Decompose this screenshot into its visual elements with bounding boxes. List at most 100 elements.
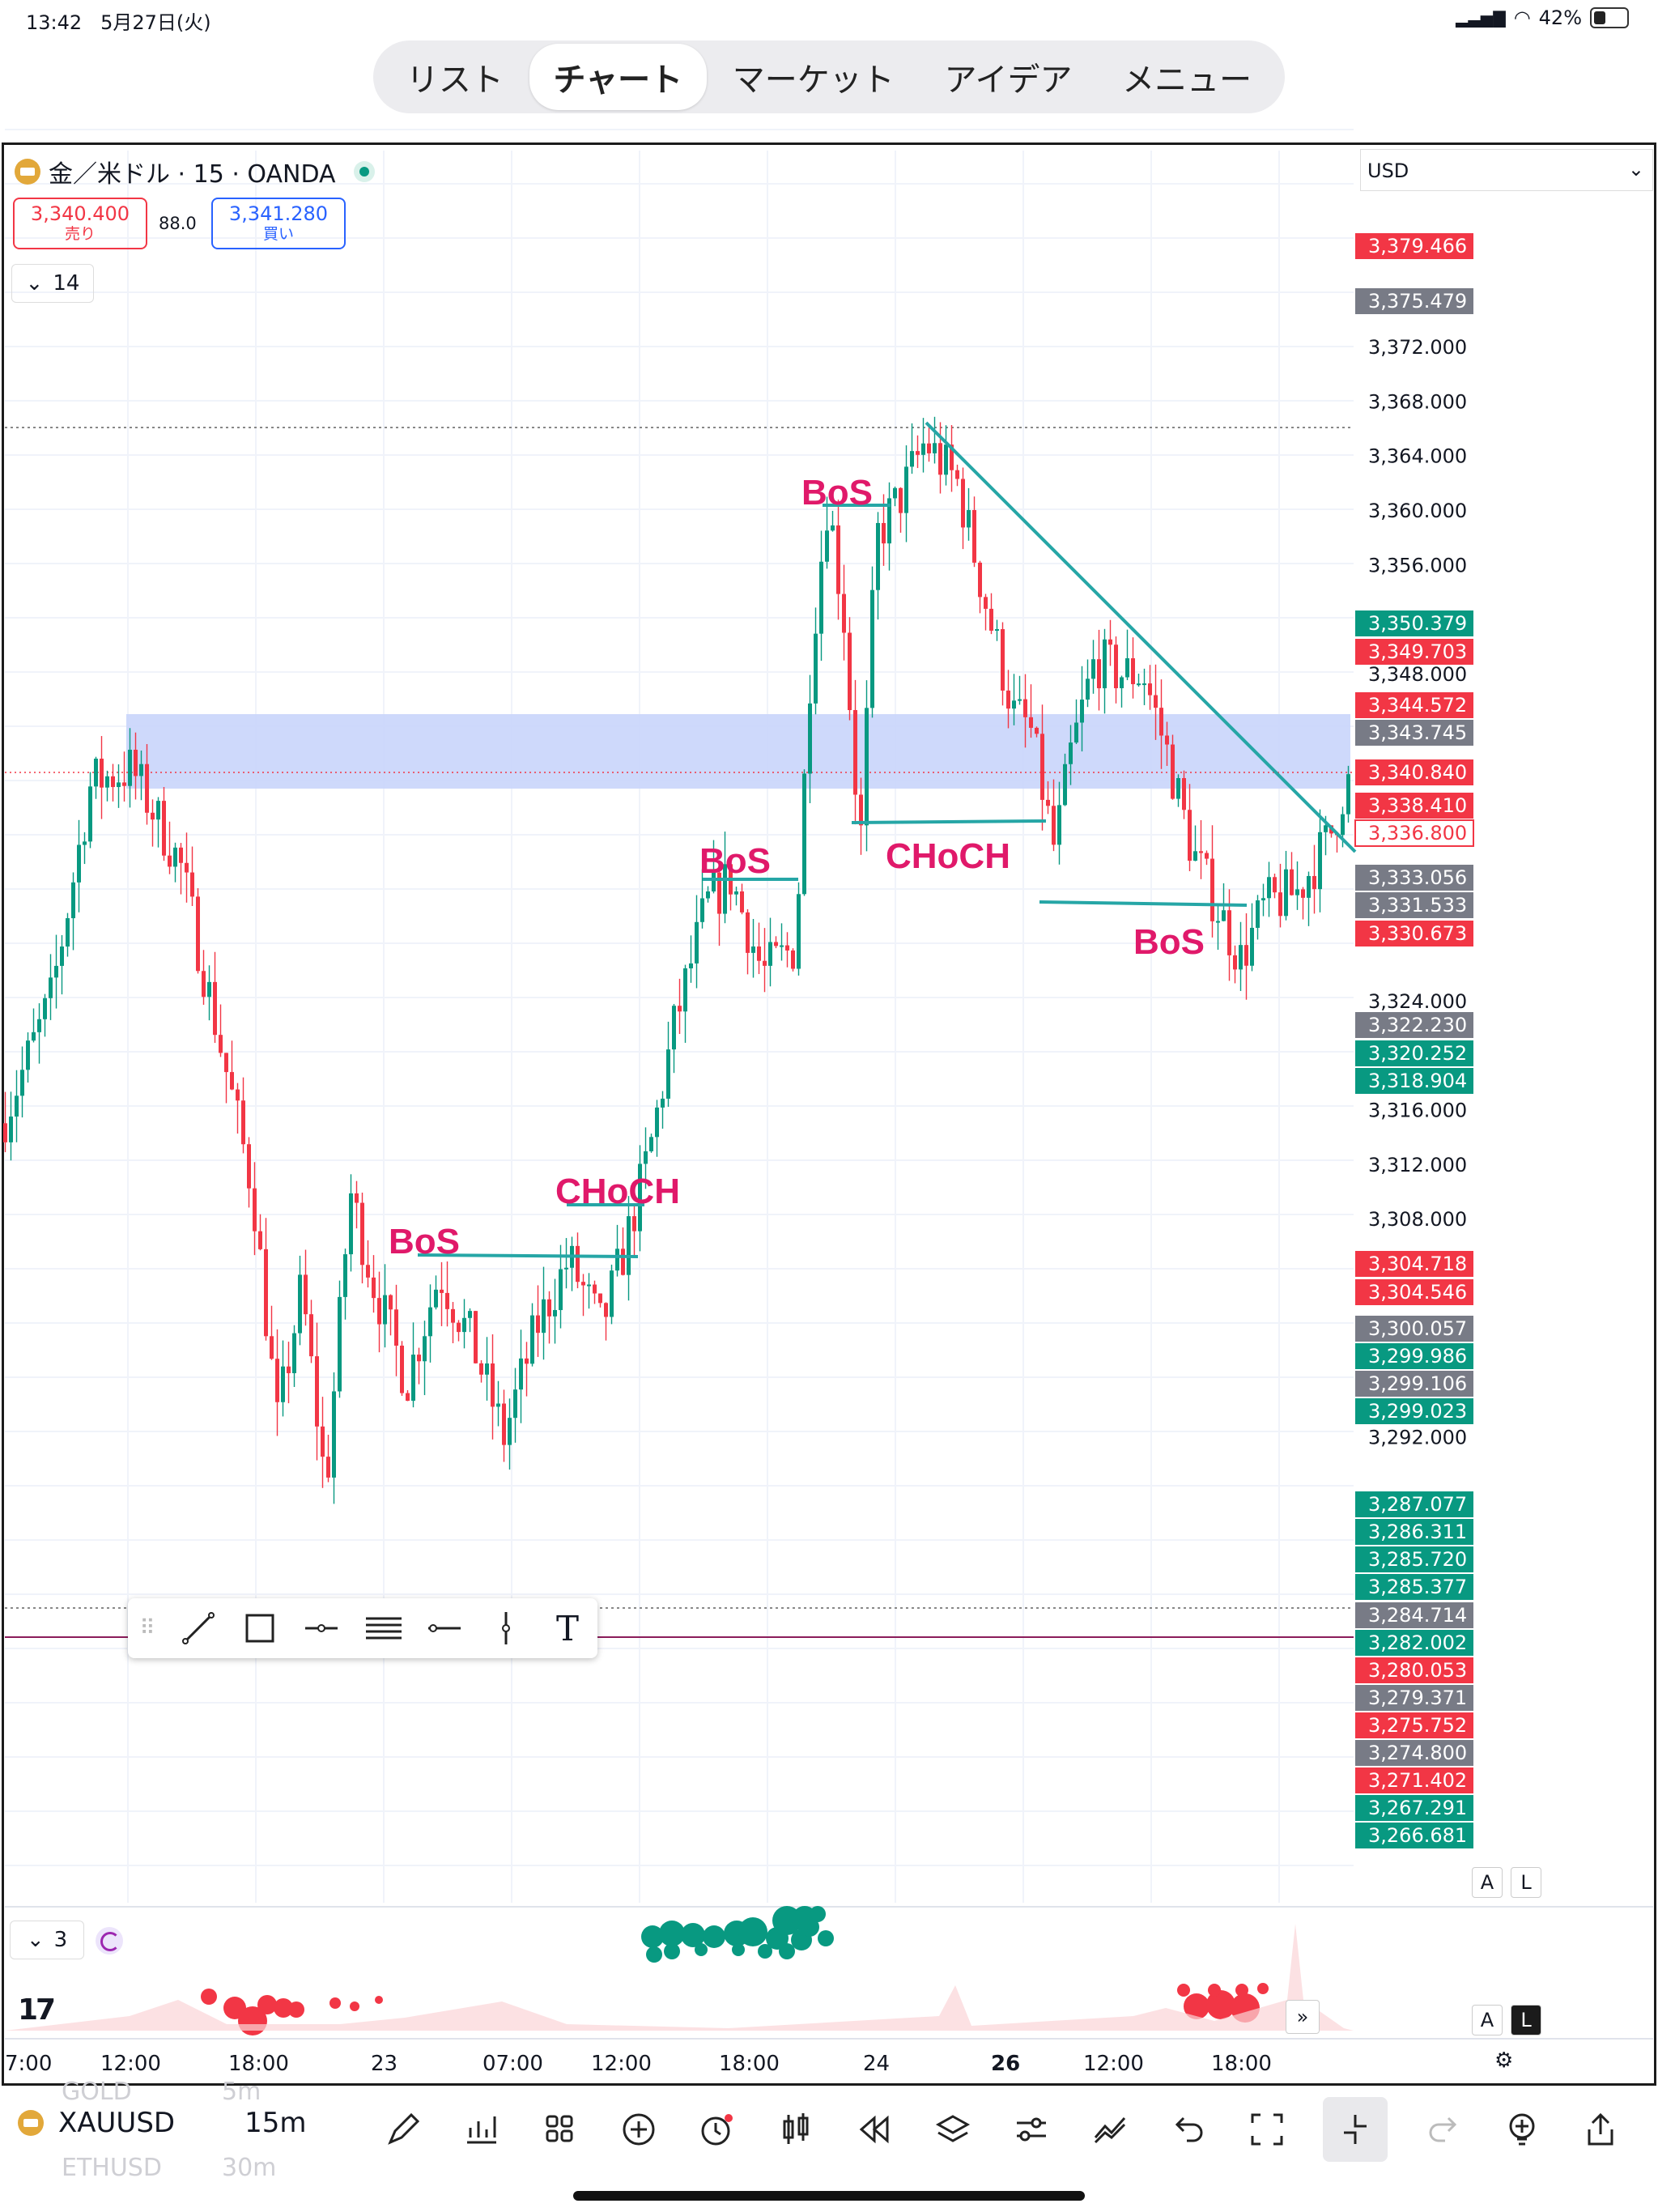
- price-tag-label: 3,375.479: [1368, 290, 1467, 313]
- candle-body: [899, 487, 903, 513]
- compare-icon[interactable]: [1087, 2107, 1133, 2152]
- trend-line-tool-icon[interactable]: [180, 1610, 217, 1647]
- layers-icon[interactable]: [930, 2107, 976, 2152]
- signal-dot-down: [1257, 1983, 1269, 1994]
- candle-body: [1040, 734, 1044, 800]
- candle-body: [655, 1107, 659, 1138]
- candle-body: [1029, 717, 1033, 728]
- signal-dot-down: [1177, 1984, 1190, 1997]
- candle-body: [1023, 699, 1027, 717]
- sell-button[interactable]: 3,340.400 売り: [13, 198, 147, 249]
- fib-tool-icon[interactable]: [364, 1610, 402, 1647]
- tab-chart[interactable]: チャート: [529, 44, 708, 110]
- sync-icon[interactable]: [96, 1927, 123, 1955]
- scroll-forward-icon[interactable]: »: [1286, 2000, 1320, 2034]
- price-tag-label: 3,266.681: [1368, 1824, 1467, 1847]
- sell-price: 3,340.400: [30, 202, 130, 225]
- candle-body: [491, 1363, 495, 1407]
- currency-select[interactable]: USD ⌄: [1360, 149, 1653, 191]
- settings-icon[interactable]: ⚙: [1494, 2048, 1514, 2073]
- candle-body: [207, 981, 211, 998]
- candle-body: [326, 1457, 330, 1478]
- horizontal-line-tool-icon[interactable]: [426, 1610, 463, 1647]
- bottom-symbol[interactable]: XAUUSD: [58, 2107, 176, 2139]
- candlestick-icon[interactable]: [773, 2107, 818, 2152]
- candle-body: [604, 1303, 608, 1317]
- indicator-log-button[interactable]: L: [1511, 2005, 1541, 2035]
- tab-list[interactable]: リスト: [406, 62, 504, 99]
- candle-body: [445, 1292, 449, 1309]
- market-open-icon: [353, 161, 375, 182]
- share-icon[interactable]: [1578, 2107, 1623, 2152]
- candle-body: [1284, 869, 1288, 917]
- candle-body: [1137, 683, 1141, 686]
- price-tag: [1355, 1251, 1473, 1277]
- candle-body: [989, 608, 993, 631]
- indicator-collapse-button[interactable]: ⌄ 3: [10, 1921, 84, 1959]
- layout-grid-icon[interactable]: [538, 2107, 583, 2152]
- alert-clock-icon[interactable]: [695, 2107, 740, 2152]
- candle-body: [156, 801, 160, 820]
- drawing-pen-icon[interactable]: [380, 2107, 426, 2152]
- candle-body: [672, 1006, 676, 1050]
- signal-dot-down: [375, 1996, 383, 2004]
- rectangle-tool-icon[interactable]: [241, 1610, 278, 1647]
- candle-body: [145, 764, 149, 813]
- collapse-legend-button[interactable]: ⌄ 14: [11, 264, 94, 303]
- log-scale-button[interactable]: L: [1511, 1867, 1541, 1898]
- undo-icon[interactable]: [1166, 2107, 1211, 2152]
- price-tag-label: 3,336.800: [1368, 822, 1467, 844]
- candle-body: [230, 1072, 234, 1090]
- redo-icon[interactable]: [1421, 2107, 1466, 2152]
- bottom-symbol-bar[interactable]: XAUUSD 15m: [18, 2107, 306, 2139]
- status-bar: 13:42 5月27日(火) ▂▃▅▇ ◠ 42%: [0, 0, 1658, 40]
- candle-body: [1091, 659, 1095, 679]
- x-tick: 23: [371, 2052, 398, 2076]
- add-indicator-icon[interactable]: [616, 2107, 661, 2152]
- price-tag-label: 3,285.720: [1368, 1548, 1467, 1571]
- price-tag-label: 3,379.466: [1368, 235, 1467, 257]
- candle-body: [366, 1265, 370, 1278]
- symbol-header[interactable]: 金／米ドル · 15 · OANDA: [15, 154, 375, 189]
- price-tag-label: 3,282.002: [1368, 1631, 1467, 1654]
- candle-body: [440, 1289, 444, 1293]
- tab-market[interactable]: マーケット: [732, 62, 895, 99]
- candle-body: [457, 1322, 461, 1333]
- candle-body: [105, 776, 109, 788]
- chart-type-icon[interactable]: [459, 2107, 504, 2152]
- candle-body: [332, 1391, 336, 1478]
- vertical-line-tool-icon[interactable]: [487, 1610, 525, 1647]
- candle-body: [1012, 700, 1016, 709]
- price-tag-label: 3,322.230: [1368, 1014, 1467, 1036]
- indicator-auto-button[interactable]: A: [1472, 2005, 1503, 2035]
- crosshair-icon[interactable]: [1323, 2097, 1388, 2162]
- price-tag: [1355, 892, 1473, 918]
- price-tag: [1355, 1630, 1473, 1656]
- symbol-title[interactable]: 金／米ドル · 15 · OANDA: [49, 160, 336, 189]
- tab-menu[interactable]: メニュー: [1122, 62, 1252, 99]
- settings-sliders-icon[interactable]: [1009, 2107, 1054, 2152]
- candle-body: [49, 977, 53, 998]
- candle-body: [763, 960, 767, 966]
- text-tool-icon[interactable]: T: [555, 1608, 579, 1648]
- auto-scale-button[interactable]: A: [1472, 1867, 1503, 1898]
- ghost-symbol: ETHUSD: [62, 2154, 162, 2182]
- chart-frame[interactable]: [2, 143, 1656, 2086]
- price-tag: [1355, 1823, 1473, 1848]
- candle-body: [1318, 832, 1322, 890]
- bottom-interval[interactable]: 15m: [244, 2107, 307, 2139]
- candle-body: [1086, 678, 1090, 700]
- fullscreen-icon[interactable]: [1244, 2107, 1290, 2152]
- tab-ideas[interactable]: アイデア: [944, 62, 1073, 99]
- price-tag-label: 3,286.311: [1368, 1521, 1467, 1543]
- replay-icon[interactable]: [852, 2107, 897, 2152]
- price-tag-label: 3,333.056: [1368, 866, 1467, 889]
- drag-handle-icon[interactable]: ⠿: [139, 1616, 155, 1640]
- candle-body: [1256, 900, 1260, 928]
- price-axis-tick: 3,356.000: [1368, 554, 1467, 576]
- horizontal-ray-tool-icon[interactable]: [303, 1610, 340, 1647]
- buy-button[interactable]: 3,341.280 買い: [211, 198, 346, 249]
- candle-body: [287, 1366, 291, 1373]
- ideas-bulb-icon[interactable]: [1499, 2107, 1545, 2152]
